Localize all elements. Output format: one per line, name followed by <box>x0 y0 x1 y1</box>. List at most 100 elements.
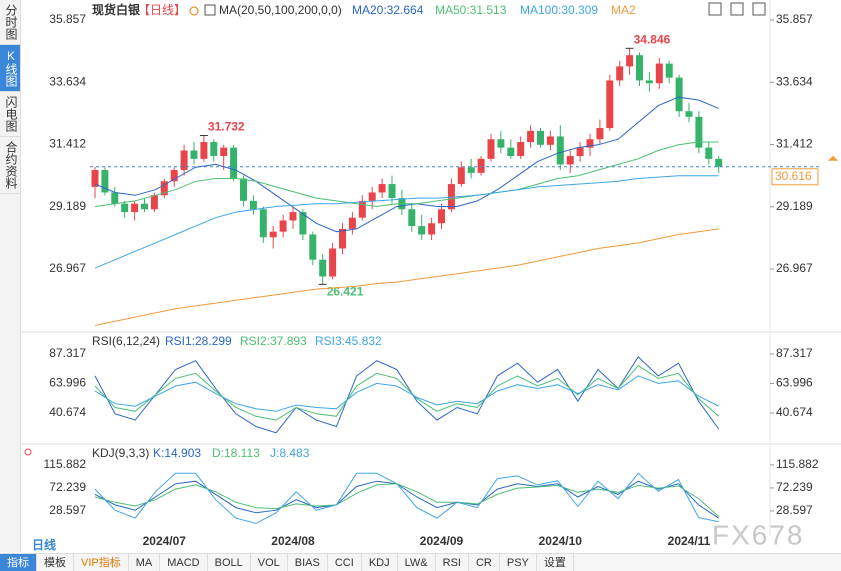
candle-body <box>566 156 574 165</box>
candle-body <box>259 209 267 238</box>
toolbar-button[interactable]: 设置 <box>537 554 574 571</box>
candle-body <box>230 147 238 179</box>
candle-body <box>378 184 386 193</box>
y-tick-label: 28.597 <box>49 503 86 517</box>
candle-body <box>616 66 624 81</box>
toolbar-button[interactable]: LW& <box>398 554 436 571</box>
y-tick-label: 35.857 <box>49 12 86 26</box>
candle-body <box>121 203 129 213</box>
legend-entry: MA50:31.513 <box>435 3 507 17</box>
x-tick-label: 2024/07 <box>143 534 187 548</box>
icon[interactable] <box>708 2 722 16</box>
y-tick-label: 87.317 <box>776 346 813 360</box>
side-tab[interactable]: 闪电图 <box>0 92 20 137</box>
candle-body <box>131 203 139 213</box>
y-tick-label: 35.857 <box>776 12 813 26</box>
candle-body <box>329 248 337 277</box>
candle-body <box>695 116 703 148</box>
y-tick-label: 33.634 <box>49 74 86 88</box>
toolbar-button[interactable]: VIP指标 <box>74 554 129 571</box>
last-price-box <box>771 168 819 186</box>
candle-body <box>249 200 257 210</box>
toolbar-button[interactable]: RSI <box>436 554 469 571</box>
candle-body <box>348 217 356 229</box>
side-tab[interactable]: 合约资料 <box>0 137 20 194</box>
candle-body <box>537 130 544 145</box>
rsi-title: RSI(6,12,24) <box>92 334 160 348</box>
candle-body <box>457 167 465 185</box>
icon[interactable] <box>730 2 744 16</box>
timeframe[interactable]: 日线 <box>32 537 56 552</box>
toolbar-button[interactable]: PSY <box>500 554 537 571</box>
candle-body <box>279 220 287 232</box>
toolbar-button[interactable]: BIAS <box>288 554 328 571</box>
legend-entry: K:14.903 <box>153 446 201 460</box>
side-tab[interactable]: 分时图 <box>0 0 20 45</box>
candle-body <box>190 150 198 159</box>
candle-body <box>685 111 693 117</box>
toolbar: 指标 模板 VIP指标 MA MACD BOLL VOL BIAS CCI KDJ LW& RSI CR… <box>0 553 841 571</box>
candle-body <box>170 170 178 182</box>
y-tick-label: 40.674 <box>49 405 86 419</box>
legend-entry: RSI3:45.832 <box>315 334 382 348</box>
x-tick-label: 2024/10 <box>539 534 583 548</box>
candle-body <box>388 184 396 199</box>
candle-body <box>636 55 643 81</box>
icon[interactable] <box>752 2 766 16</box>
legend-entry: MA100:30.309 <box>520 3 598 17</box>
candle-body <box>517 142 525 157</box>
y-tick-label: 115.882 <box>44 457 87 471</box>
candle-body <box>428 223 436 235</box>
toolbar-button[interactable]: 指标 <box>0 554 37 571</box>
candle-body <box>210 142 218 157</box>
window-icons <box>708 2 766 16</box>
toolbar-button[interactable]: KDJ <box>362 554 398 571</box>
candle-body <box>556 136 564 165</box>
toggle-icon[interactable] <box>189 6 199 16</box>
x-tick-label: 2024/09 <box>420 534 464 548</box>
candle-body <box>645 80 653 84</box>
legend-entry: MA20:32.664 <box>352 3 424 17</box>
legend-entry: MA2 <box>611 3 636 17</box>
candle-body <box>160 181 168 196</box>
settings-icon[interactable] <box>24 448 32 456</box>
series-line <box>94 356 720 434</box>
toolbar-button[interactable]: 模板 <box>37 554 74 571</box>
toolbar-button[interactable]: MA <box>129 554 161 571</box>
candle-body <box>220 147 228 157</box>
toolbar-button[interactable]: CR <box>469 554 500 571</box>
candle-body <box>527 130 535 143</box>
ma-icon[interactable] <box>204 4 216 16</box>
y-tick-label: 40.674 <box>776 405 813 419</box>
toolbar-button[interactable]: VOL <box>251 554 288 571</box>
candle-body <box>101 170 109 193</box>
legend-entry: J:8.483 <box>270 446 310 460</box>
candle-body <box>299 212 307 235</box>
indicator: MA(20,50,100,200,0,0) <box>219 3 342 17</box>
candle-body <box>269 231 277 238</box>
toolbar-button[interactable]: CCI <box>328 554 362 571</box>
series-line <box>94 472 719 524</box>
chart: 现货白银 【日线】 MA(20,50,100,200,0,0) RSI(6,12… <box>20 0 841 552</box>
y-tick-label: 26.967 <box>49 261 86 275</box>
side-tab[interactable]: K线图 <box>0 45 20 92</box>
candle-body <box>665 63 673 78</box>
candle-body <box>546 136 554 145</box>
series-line <box>94 96 719 233</box>
toolbar-button[interactable]: BOLL <box>208 554 251 571</box>
y-tick-label: 29.189 <box>49 199 86 213</box>
y-tick-label: 29.189 <box>776 199 813 213</box>
candle-body <box>477 158 485 173</box>
candle-body <box>586 139 594 148</box>
candle-body <box>408 209 416 227</box>
toolbar-button[interactable]: MACD <box>160 554 208 571</box>
candle-body <box>705 147 713 159</box>
y-tick-label: 63.996 <box>776 376 813 390</box>
y-tick-label: 72.239 <box>776 480 813 494</box>
last-price-marker <box>828 155 838 161</box>
kdj-title: KDJ(9,3,3) <box>92 446 149 460</box>
period: 【日线】 <box>138 3 186 17</box>
x-tick-label: 2024/08 <box>271 534 315 548</box>
y-tick-label: 28.597 <box>776 503 813 517</box>
